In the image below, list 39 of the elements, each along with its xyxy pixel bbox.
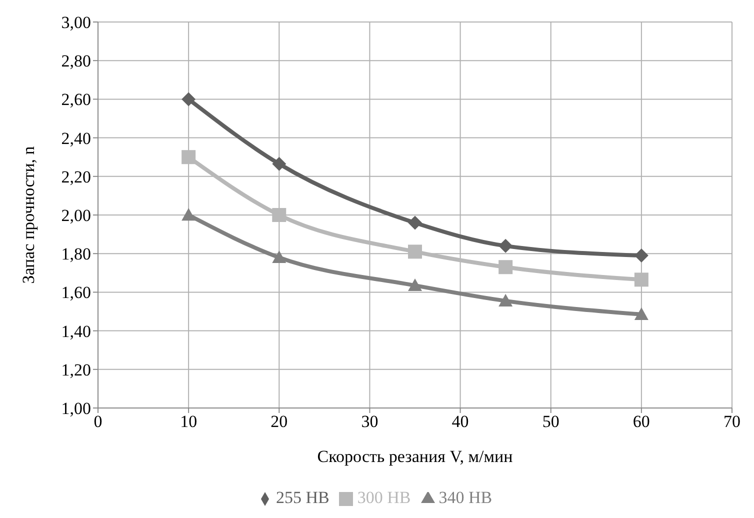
x-axis-title: Скорость резания V, м/мин — [317, 447, 513, 466]
y-tick-label: 2,00 — [61, 206, 91, 226]
y-tick-label: 2,60 — [61, 90, 91, 110]
point — [408, 216, 422, 230]
legend-label: 300 HB — [357, 488, 411, 507]
y-tick-label: 1,40 — [61, 322, 91, 341]
y-tick-label: 1,00 — [61, 399, 91, 418]
point — [634, 272, 648, 287]
point — [498, 260, 513, 274]
y-tick-label: 1,80 — [61, 244, 91, 264]
x-tick-label: 40 — [452, 412, 469, 432]
point — [272, 250, 286, 264]
x-tick-label: 30 — [361, 412, 378, 432]
x-tick-label: 0 — [94, 412, 102, 432]
point — [634, 307, 648, 320]
y-tick-label: 1,60 — [61, 283, 91, 302]
point — [408, 278, 422, 292]
y-tick-label: 1,20 — [61, 360, 91, 380]
x-tick-label: 10 — [180, 412, 198, 432]
x-tick-label: 50 — [542, 412, 560, 432]
y-tick-label: 2,80 — [61, 52, 91, 71]
point — [634, 248, 648, 263]
point — [498, 238, 513, 253]
point — [498, 294, 513, 306]
point — [182, 150, 196, 164]
y-tick-label: 3,00 — [61, 13, 91, 32]
x-tick-label: 20 — [270, 412, 288, 432]
point — [408, 244, 422, 259]
point — [182, 208, 196, 221]
point — [182, 92, 196, 106]
point — [272, 208, 286, 222]
x-tick-label: 60 — [632, 412, 650, 432]
legend-label: 340 HB — [438, 488, 492, 507]
x-tick-label: 70 — [724, 412, 740, 432]
legend-label: 255 HB — [276, 488, 330, 507]
y-tick-label: 2,40 — [61, 128, 91, 148]
y-tick-label: 2,20 — [61, 167, 91, 186]
y-axis-title: Запас прочности, n — [19, 146, 38, 284]
point — [272, 156, 286, 171]
